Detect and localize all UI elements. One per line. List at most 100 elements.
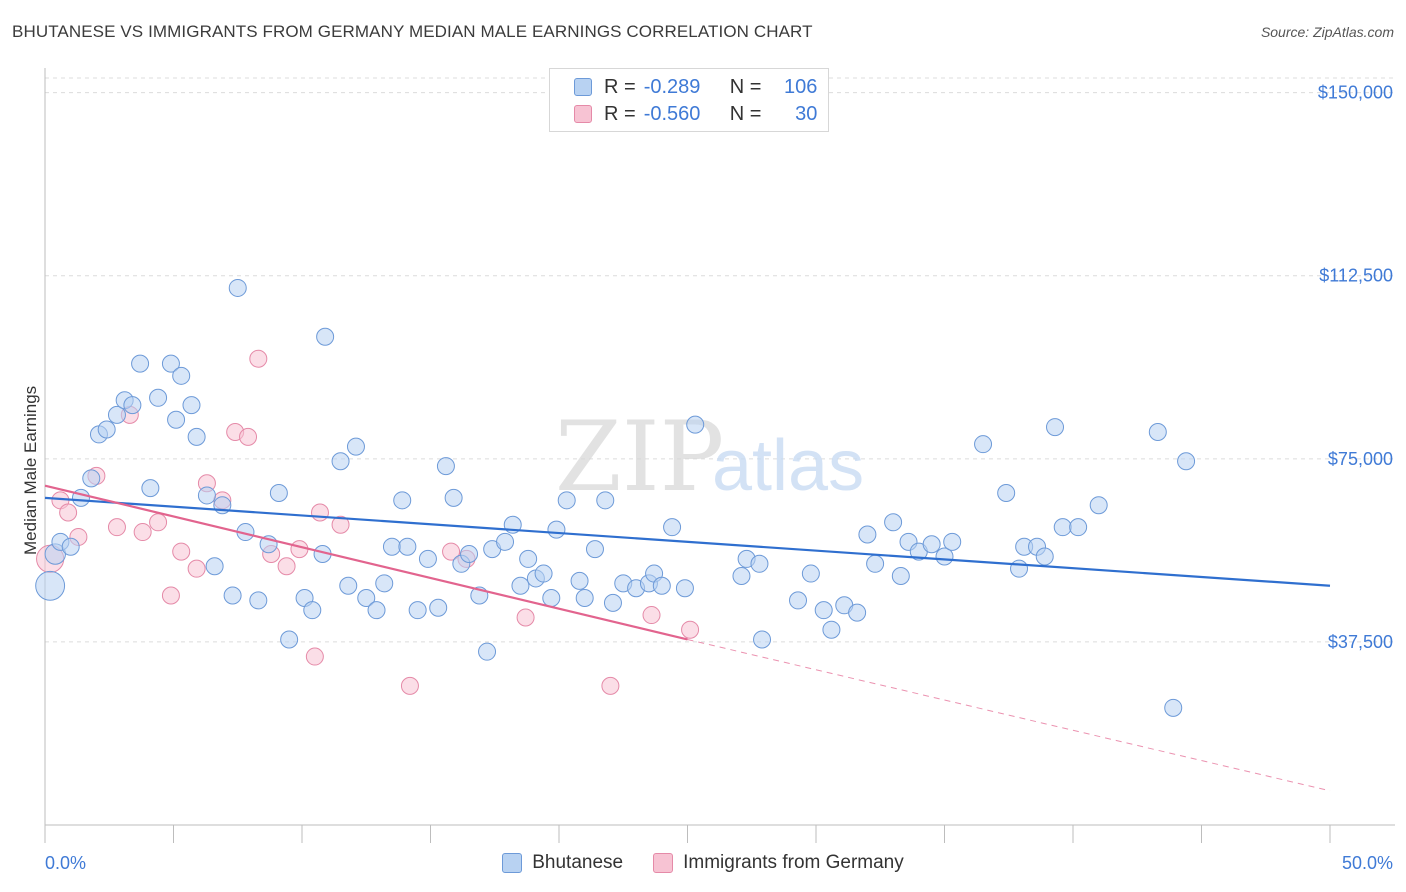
point-bhutanese — [1164, 698, 1183, 717]
y-tick-label: $75,000 — [1328, 449, 1393, 469]
legend-item-germany[interactable]: Immigrants from Germany — [653, 852, 904, 874]
point-bhutanese — [575, 588, 594, 607]
point-bhutanese — [922, 535, 941, 554]
point-immigrants-germany — [290, 540, 309, 559]
legend-r-value: -0.560 — [643, 102, 701, 125]
point-bhutanese — [511, 576, 530, 595]
point-bhutanese — [149, 388, 168, 407]
point-bhutanese — [182, 396, 201, 415]
correlation-legend: R = -0.289 N = 106 R = -0.560 N = 30 — [549, 68, 829, 132]
legend-r-label: R = — [604, 75, 636, 98]
point-immigrants-germany — [331, 515, 350, 534]
y-axis-label: Median Male Earnings — [21, 386, 40, 555]
point-bhutanese — [97, 420, 116, 439]
point-bhutanese — [1046, 418, 1065, 437]
watermark-atlas: atlas — [712, 426, 864, 506]
legend-r-label: R = — [604, 102, 636, 125]
point-bhutanese — [205, 557, 224, 576]
gridlines — [45, 77, 1395, 643]
point-bhutanese — [269, 484, 288, 502]
trend-line-germany-extension — [687, 638, 1331, 792]
point-bhutanese — [750, 554, 769, 573]
point-bhutanese — [547, 520, 566, 539]
point-bhutanese — [663, 518, 682, 537]
point-bhutanese — [280, 630, 299, 649]
point-bhutanese — [801, 564, 820, 583]
point-bhutanese — [375, 574, 394, 593]
point-bhutanese — [686, 415, 705, 434]
point-bhutanese — [596, 491, 615, 510]
series-legend: Bhutanese Immigrants from Germany — [0, 852, 1406, 874]
point-bhutanese — [1089, 496, 1108, 515]
legend-swatch-pink — [574, 105, 592, 123]
y-tick-label: $112,500 — [1319, 266, 1393, 286]
point-bhutanese — [187, 427, 206, 446]
point-bhutanese — [460, 545, 479, 564]
chart-title: BHUTANESE VS IMMIGRANTS FROM GERMANY MED… — [12, 22, 813, 41]
point-bhutanese — [585, 540, 604, 559]
point-bhutanese — [858, 525, 877, 544]
point-bhutanese — [1148, 422, 1167, 441]
point-bhutanese — [197, 486, 216, 505]
point-bhutanese — [249, 591, 268, 610]
point-immigrants-germany — [172, 542, 191, 561]
point-bhutanese — [997, 484, 1016, 502]
point-bhutanese — [519, 549, 538, 568]
point-bhutanese — [35, 570, 66, 601]
point-bhutanese — [534, 564, 553, 583]
point-bhutanese — [1035, 547, 1054, 566]
series-bhutanese-points — [35, 278, 1196, 717]
point-bhutanese — [789, 591, 808, 610]
point-bhutanese — [478, 642, 497, 661]
legend-label-germany: Immigrants from Germany — [683, 852, 904, 873]
point-bhutanese — [141, 479, 160, 498]
point-bhutanese — [866, 554, 885, 573]
point-bhutanese — [429, 598, 448, 617]
point-bhutanese — [123, 396, 142, 415]
point-immigrants-germany — [249, 349, 268, 368]
point-bhutanese — [753, 630, 772, 649]
y-tick-label: $150,000 — [1318, 83, 1393, 103]
point-bhutanese — [1053, 518, 1072, 537]
point-bhutanese — [814, 601, 833, 620]
point-bhutanese — [675, 579, 694, 598]
legend-swatch-germany — [653, 853, 674, 873]
point-immigrants-germany — [601, 676, 620, 695]
point-bhutanese — [418, 549, 437, 568]
point-bhutanese — [172, 366, 191, 385]
point-immigrants-germany — [516, 608, 535, 627]
point-bhutanese — [891, 567, 910, 585]
point-bhutanese — [161, 354, 180, 373]
point-bhutanese — [652, 576, 671, 595]
x-tick-label-max: 50.0% — [1342, 853, 1393, 873]
point-bhutanese — [408, 601, 427, 620]
point-bhutanese — [316, 327, 335, 346]
point-bhutanese — [357, 588, 376, 607]
chart-source: Source: ZipAtlas.com — [1260, 24, 1394, 40]
legend-item-bhutanese[interactable]: Bhutanese — [502, 852, 623, 874]
point-bhutanese — [331, 452, 350, 471]
point-bhutanese — [346, 437, 365, 456]
point-immigrants-germany — [400, 676, 419, 695]
point-bhutanese — [848, 603, 867, 622]
point-bhutanese — [557, 491, 576, 510]
point-immigrants-germany — [133, 523, 152, 542]
point-immigrants-germany — [161, 586, 180, 605]
point-bhutanese — [570, 571, 589, 590]
point-bhutanese — [436, 457, 455, 476]
point-bhutanese — [339, 576, 358, 595]
point-immigrants-germany — [442, 542, 461, 561]
axes — [44, 68, 1395, 843]
point-immigrants-germany — [642, 606, 661, 625]
point-bhutanese — [542, 588, 561, 607]
y-tick-label: $37,500 — [1328, 632, 1393, 652]
point-bhutanese — [884, 513, 903, 532]
point-immigrants-germany — [681, 620, 700, 639]
point-bhutanese — [367, 601, 386, 620]
trend-line-germany — [44, 484, 688, 641]
legend-r-value: -0.289 — [643, 75, 701, 98]
legend-row-germany: R = -0.560 N = 30 — [574, 101, 817, 127]
point-immigrants-germany — [239, 427, 258, 446]
point-immigrants-germany — [310, 503, 329, 522]
